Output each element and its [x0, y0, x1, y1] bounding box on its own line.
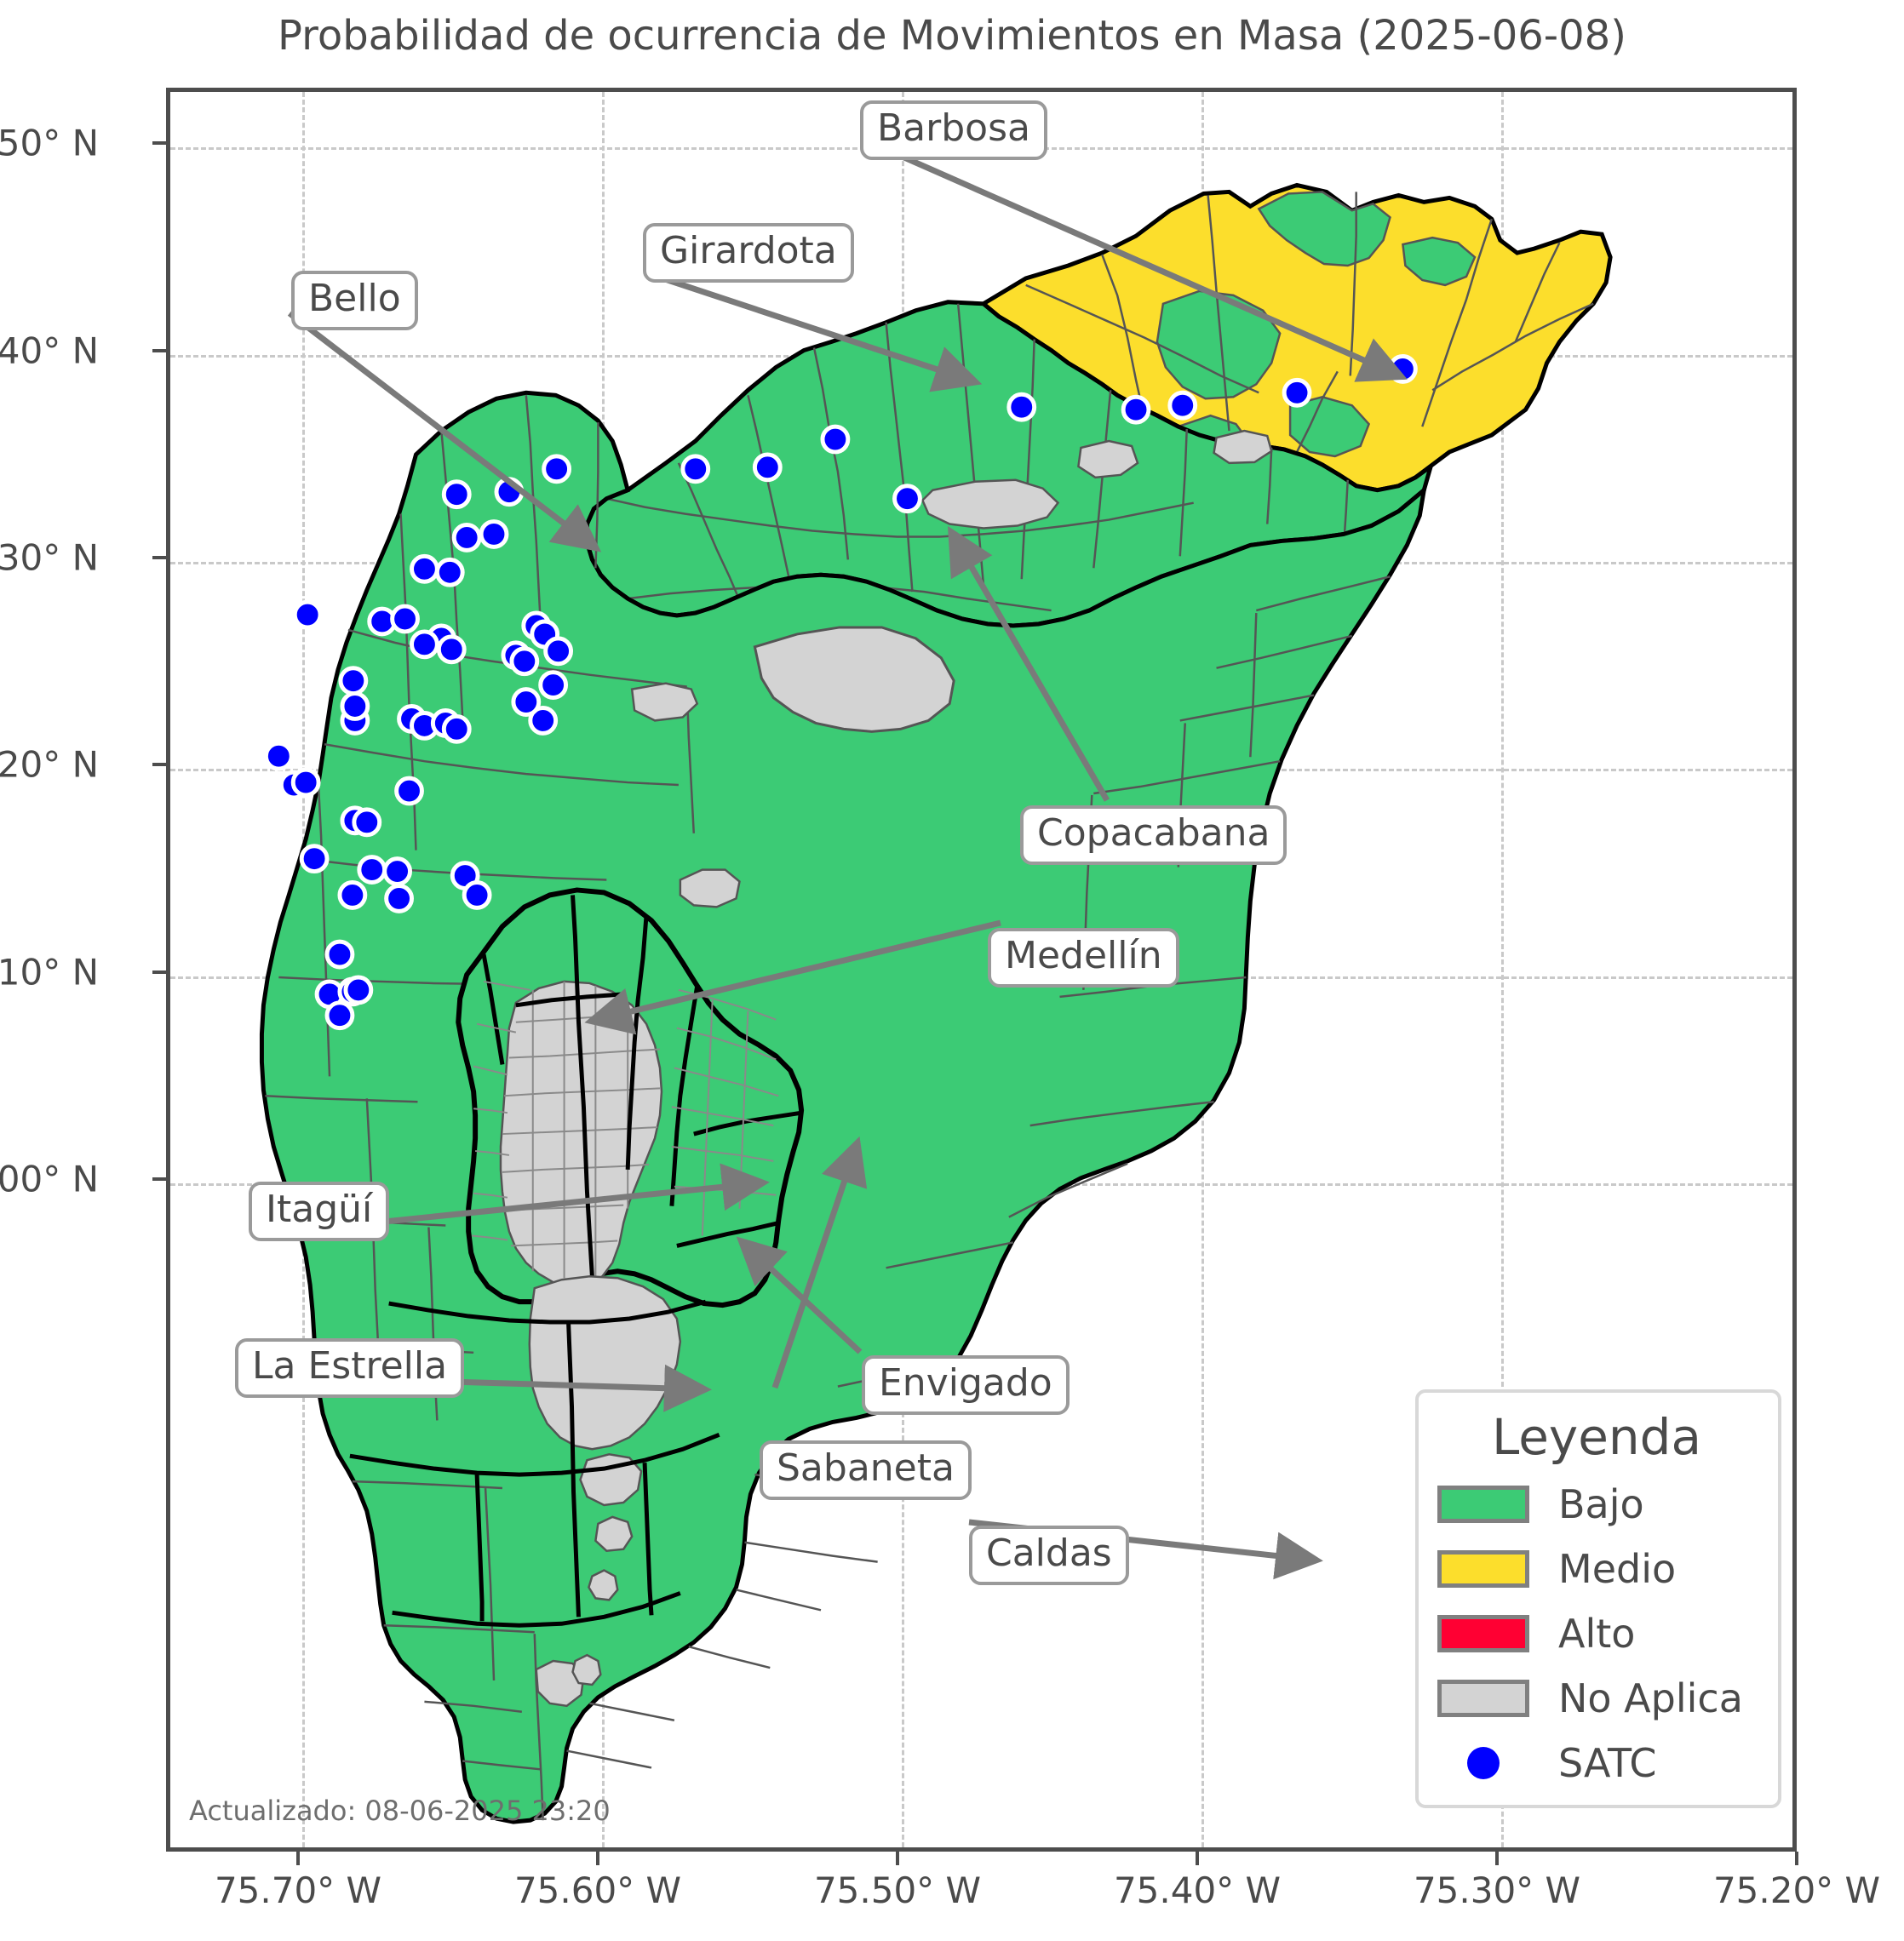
river-corridor-no-aplica — [571, 868, 741, 1686]
updated-timestamp: Actualizado: 08-06-2025 23:20 — [189, 1795, 611, 1827]
x-tick-mark — [596, 1852, 599, 1865]
y-tick-label: 6.40° N — [0, 329, 99, 372]
y-tick-label: 6.10° N — [0, 951, 99, 993]
callout-la-estrella[interactable]: La Estrella — [235, 1338, 465, 1399]
x-tick-label: 75.60° W — [513, 1869, 682, 1911]
x-tick-mark — [296, 1852, 300, 1865]
callout-barbosa[interactable]: Barbosa — [860, 100, 1047, 161]
y-tick-label: 6.00° N — [0, 1158, 99, 1200]
x-tick-label: 75.40° W — [1113, 1869, 1282, 1911]
legend-swatch-medio — [1437, 1550, 1529, 1588]
y-tick-mark — [152, 349, 166, 352]
callout-caldas[interactable]: Caldas — [969, 1526, 1129, 1586]
page-title: Probabilidad de ocurrencia de Movimiento… — [278, 12, 1626, 60]
y-tick-mark — [152, 141, 166, 145]
legend: Leyenda Bajo Medio Alto No Aplica SATC — [1415, 1389, 1781, 1808]
callout-medellin[interactable]: Medellín — [988, 928, 1179, 988]
satc-dot-icon — [1467, 1747, 1500, 1779]
municipality-bello-west[interactable] — [259, 390, 1427, 1824]
callout-envigado[interactable]: Envigado — [862, 1355, 1070, 1416]
x-tick-label: 75.70° W — [214, 1869, 382, 1911]
legend-row-satc[interactable]: SATC — [1437, 1740, 1756, 1786]
x-tick-label: 75.20° W — [1712, 1869, 1881, 1911]
legend-label-no-aplica: No Aplica — [1558, 1675, 1743, 1721]
x-tick-mark — [1495, 1852, 1499, 1865]
callout-copacabana[interactable]: Copacabana — [1020, 805, 1287, 866]
y-tick-mark — [152, 763, 166, 766]
municipality-polygons — [259, 182, 1613, 1824]
legend-swatch-alto — [1437, 1615, 1529, 1652]
legend-label-alto: Alto — [1558, 1611, 1636, 1657]
callout-itagui[interactable]: Itagüí — [249, 1182, 390, 1242]
y-tick-label: 6.30° N — [0, 536, 99, 579]
x-tick-mark — [896, 1852, 899, 1865]
callout-bello[interactable]: Bello — [291, 271, 418, 331]
callout-girardota[interactable]: Girardota — [643, 223, 854, 283]
y-tick-label: 6.50° N — [0, 122, 99, 164]
x-tick-mark — [1196, 1852, 1199, 1865]
legend-label-medio: Medio — [1558, 1546, 1677, 1592]
legend-swatch-no-aplica — [1437, 1680, 1529, 1717]
legend-label-satc: SATC — [1558, 1740, 1657, 1786]
legend-title: Leyenda — [1491, 1408, 1702, 1466]
legend-row-alto[interactable]: Alto — [1437, 1611, 1756, 1657]
x-tick-label: 75.50° W — [813, 1869, 982, 1911]
legend-row-medio[interactable]: Medio — [1437, 1546, 1756, 1592]
gridline-vertical — [1501, 92, 1504, 1847]
y-tick-mark — [152, 1177, 166, 1181]
legend-swatch-bajo — [1437, 1486, 1529, 1523]
legend-label-bajo: Bajo — [1558, 1481, 1644, 1527]
legend-dot-wrap — [1437, 1744, 1529, 1782]
y-tick-label: 6.20° N — [0, 743, 99, 786]
x-tick-mark — [1795, 1852, 1798, 1865]
municipality-bello-gray-valley[interactable] — [753, 626, 955, 733]
x-tick-label: 75.30° W — [1413, 1869, 1581, 1911]
y-tick-mark — [152, 970, 166, 974]
y-tick-mark — [152, 556, 166, 559]
legend-row-bajo[interactable]: Bajo — [1437, 1481, 1756, 1527]
callout-sabaneta[interactable]: Sabaneta — [760, 1440, 972, 1501]
legend-row-no-aplica[interactable]: No Aplica — [1437, 1675, 1756, 1721]
